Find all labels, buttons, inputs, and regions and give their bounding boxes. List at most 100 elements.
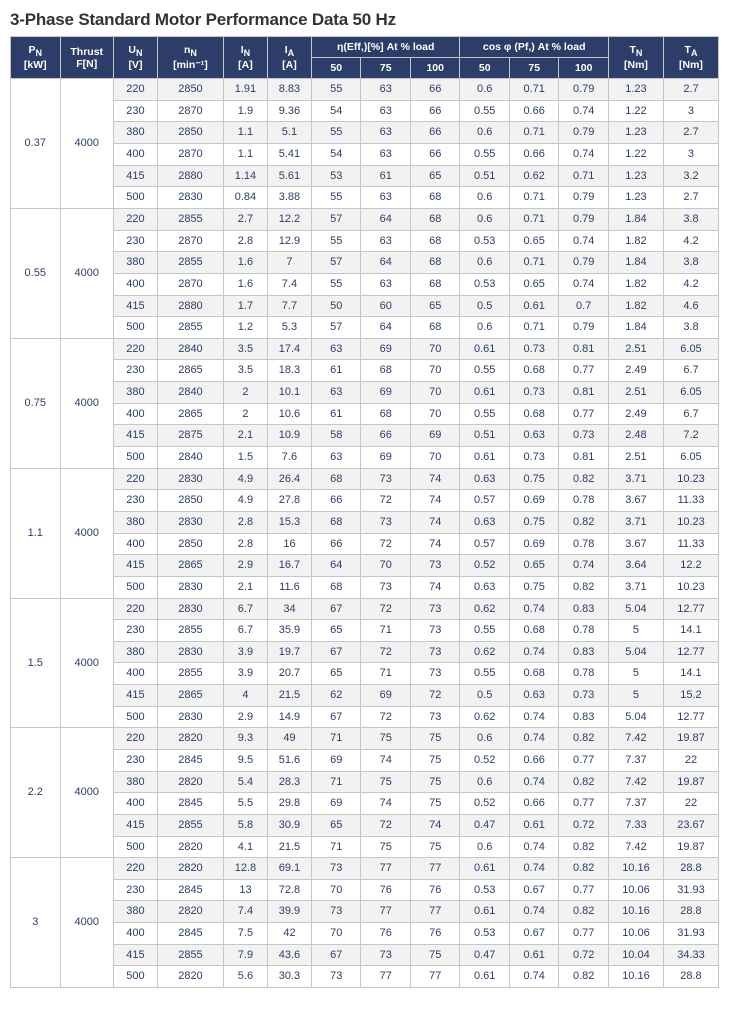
cell: 62 xyxy=(311,685,361,707)
cell: 400 xyxy=(113,403,157,425)
table-row: 50028302.914.96772730.620.740.835.0412.7… xyxy=(11,706,719,728)
cell: 63 xyxy=(361,79,411,101)
col-in: IN[A] xyxy=(223,37,267,79)
page-title: 3-Phase Standard Motor Performance Data … xyxy=(10,10,719,30)
cell: 63 xyxy=(361,100,411,122)
cell: 1.6 xyxy=(223,273,267,295)
cell: 77 xyxy=(361,901,411,923)
cell: 1.82 xyxy=(608,230,663,252)
cell: 67 xyxy=(311,944,361,966)
cell: 34 xyxy=(267,598,311,620)
table-row: 40028553.920.76571730.550.680.78514.1 xyxy=(11,663,719,685)
cell: 9.3 xyxy=(223,728,267,750)
cell: 0.63 xyxy=(460,511,510,533)
table-row: 38028205.428.37175750.60.740.827.4219.87 xyxy=(11,771,719,793)
cell: 39.9 xyxy=(267,901,311,923)
cell: 19.87 xyxy=(663,728,718,750)
cell: 12.2 xyxy=(267,208,311,230)
cell: 76 xyxy=(361,879,411,901)
cell: 0.79 xyxy=(559,79,609,101)
cell: 49 xyxy=(267,728,311,750)
cell: 2.1 xyxy=(223,576,267,598)
cell: 69 xyxy=(361,685,411,707)
cell: 0.72 xyxy=(559,944,609,966)
cell: 0.78 xyxy=(559,490,609,512)
cell: 70 xyxy=(410,338,460,360)
cell: 220 xyxy=(113,598,157,620)
cell: 1.23 xyxy=(608,165,663,187)
cell: 2855 xyxy=(157,317,223,339)
cell: 400 xyxy=(113,923,157,945)
cell: 55 xyxy=(311,122,361,144)
cell: 400 xyxy=(113,663,157,685)
cell: 0.55 xyxy=(460,620,510,642)
cell: 0.55 xyxy=(460,144,510,166)
table-body: 0.37400022028501.918.835563660.60.710.79… xyxy=(11,79,719,988)
cell: 2.7 xyxy=(223,208,267,230)
cell: 0.6 xyxy=(460,836,510,858)
table-row: 23028459.551.66974750.520.660.777.3722 xyxy=(11,749,719,771)
cell: 5.61 xyxy=(267,165,311,187)
cell: 6.05 xyxy=(663,382,718,404)
cell: 0.79 xyxy=(559,252,609,274)
cell: 0.61 xyxy=(509,295,559,317)
cell: 77 xyxy=(410,966,460,988)
cell-thrust: 4000 xyxy=(60,598,113,728)
cell: 10.1 xyxy=(267,382,311,404)
cell: 0.52 xyxy=(460,555,510,577)
cell: 0.61 xyxy=(460,966,510,988)
cell: 2830 xyxy=(157,641,223,663)
cell: 70 xyxy=(410,403,460,425)
cell: 7.5 xyxy=(223,923,267,945)
cell: 43.6 xyxy=(267,944,311,966)
cell: 22 xyxy=(663,793,718,815)
cell: 0.82 xyxy=(559,468,609,490)
cell: 10.6 xyxy=(267,403,311,425)
cell: 0.68 xyxy=(509,360,559,382)
col-ta: TA[Nm] xyxy=(663,37,718,79)
table-row: 23028556.735.96571730.550.680.78514.1 xyxy=(11,620,719,642)
cell: 75 xyxy=(410,944,460,966)
cell: 74 xyxy=(410,814,460,836)
cell: 31.93 xyxy=(663,923,718,945)
cell: 220 xyxy=(113,208,157,230)
cell: 0.65 xyxy=(509,273,559,295)
cell: 0.65 xyxy=(509,230,559,252)
cell: 0.83 xyxy=(559,641,609,663)
cell: 26.4 xyxy=(267,468,311,490)
cell: 1.23 xyxy=(608,79,663,101)
cell: 0.6 xyxy=(460,122,510,144)
cell: 29.8 xyxy=(267,793,311,815)
cell: 0.74 xyxy=(509,858,559,880)
cell: 68 xyxy=(410,208,460,230)
col-pf-75: 75 xyxy=(509,58,559,79)
cell: 69 xyxy=(311,793,361,815)
cell: 2820 xyxy=(157,728,223,750)
table-row: 23028702.812.95563680.530.650.741.824.2 xyxy=(11,230,719,252)
cell: 7.42 xyxy=(608,836,663,858)
cell: 2870 xyxy=(157,100,223,122)
cell: 0.73 xyxy=(509,338,559,360)
cell: 0.53 xyxy=(460,923,510,945)
cell: 0.77 xyxy=(559,879,609,901)
cell: 0.79 xyxy=(559,208,609,230)
cell: 500 xyxy=(113,966,157,988)
cell: 66 xyxy=(361,425,411,447)
cell: 75 xyxy=(361,771,411,793)
cell: 0.52 xyxy=(460,793,510,815)
cell: 10.06 xyxy=(608,923,663,945)
cell: 2.8 xyxy=(223,230,267,252)
cell: 66 xyxy=(410,100,460,122)
cell: 1.2 xyxy=(223,317,267,339)
cell: 60 xyxy=(361,295,411,317)
cell: 220 xyxy=(113,858,157,880)
cell: 63 xyxy=(311,447,361,469)
cell: 6.7 xyxy=(663,360,718,382)
cell: 64 xyxy=(361,317,411,339)
cell: 64 xyxy=(361,252,411,274)
cell: 74 xyxy=(410,576,460,598)
cell: 0.81 xyxy=(559,382,609,404)
cell: 73 xyxy=(311,858,361,880)
cell: 10.16 xyxy=(608,858,663,880)
col-pn: PN[kW] xyxy=(11,37,61,79)
